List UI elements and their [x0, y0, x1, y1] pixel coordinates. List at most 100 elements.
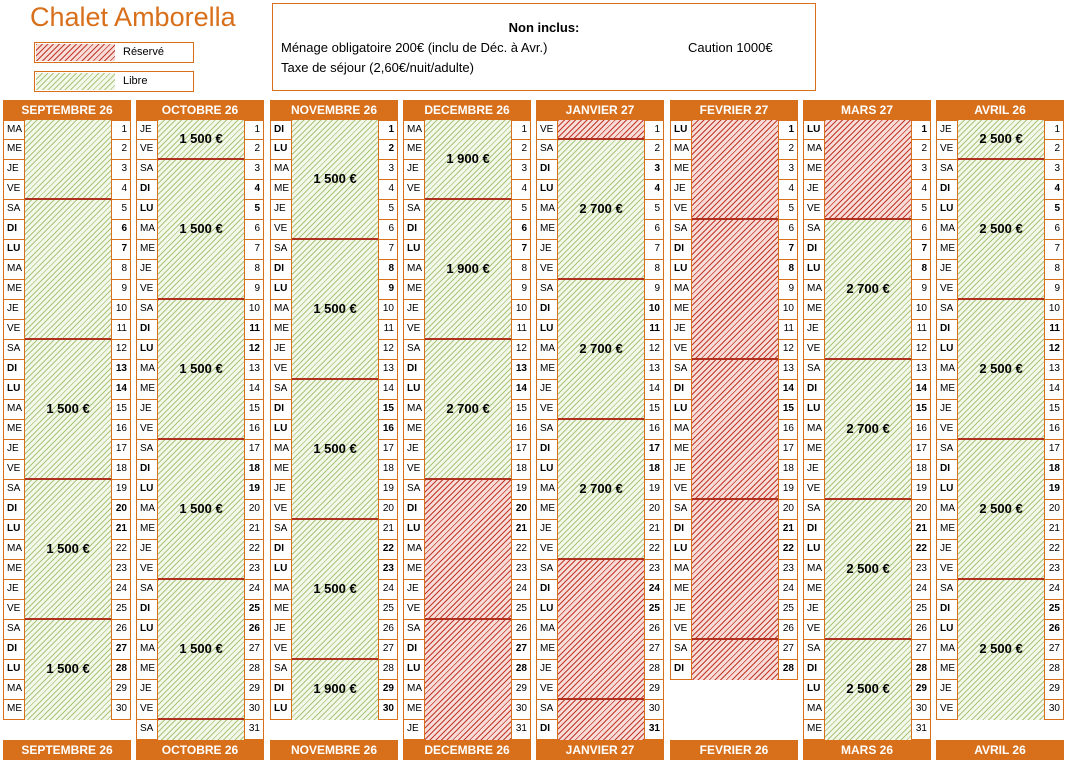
- period-free[interactable]: 1 500 €: [158, 160, 244, 300]
- period-reserved[interactable]: [692, 120, 778, 220]
- weekday-label: SA: [803, 500, 825, 520]
- day-row: DI 28: [670, 660, 798, 680]
- period-free[interactable]: 2 500 €: [958, 160, 1044, 300]
- day-row: JE 29: [136, 680, 264, 700]
- day-number: 20: [244, 500, 264, 520]
- period-free[interactable]: 2 700 €: [825, 220, 911, 360]
- period-free[interactable]: 1 500 €: [158, 120, 244, 160]
- period-free[interactable]: 2 500 €: [958, 580, 1044, 720]
- day-row: SA 6: [670, 220, 798, 240]
- weekday-label: DI: [670, 240, 692, 260]
- period-free[interactable]: 1 500 €: [292, 380, 378, 520]
- day-number: 16: [778, 420, 798, 440]
- day-row: SA 28: [270, 660, 398, 680]
- weekday-label: JE: [536, 660, 558, 680]
- day-number: 26: [111, 620, 131, 640]
- weekday-label: LU: [3, 520, 25, 540]
- day-row: DI 11: [136, 320, 264, 340]
- month-header: NOVEMBRE 26: [270, 100, 398, 120]
- day-number: 24: [778, 580, 798, 600]
- day-number: 27: [778, 640, 798, 660]
- weekday-label: LU: [803, 120, 825, 140]
- day-row: JE 4: [670, 180, 798, 200]
- day-row: JE 10: [403, 300, 531, 320]
- weekday-label: JE: [670, 180, 692, 200]
- day-number: 9: [244, 280, 264, 300]
- period-reserved[interactable]: [558, 120, 644, 140]
- period-free[interactable]: 1 900 €: [292, 660, 378, 720]
- period-reserved[interactable]: [692, 360, 778, 500]
- period-reserved[interactable]: [558, 700, 644, 740]
- day-number: 10: [111, 300, 131, 320]
- period-reserved[interactable]: [692, 220, 778, 360]
- period-free[interactable]: [158, 720, 244, 740]
- weekday-label: SA: [536, 560, 558, 580]
- day-row: LU 14: [3, 380, 131, 400]
- day-number: 11: [911, 320, 931, 340]
- day-number: 29: [378, 680, 398, 700]
- month-header: SEPTEMBRE 26: [3, 100, 131, 120]
- period-free[interactable]: 2 500 €: [958, 440, 1044, 580]
- period-free[interactable]: 2 500 €: [958, 120, 1044, 160]
- day-row: SA 5: [403, 200, 531, 220]
- period-free[interactable]: 2 500 €: [825, 500, 911, 640]
- day-row: DI 7: [670, 240, 798, 260]
- day-number: 30: [911, 700, 931, 720]
- weekday-label: LU: [136, 200, 158, 220]
- day-number: 6: [511, 220, 531, 240]
- day-number: 2: [1044, 140, 1064, 160]
- day-number: 12: [111, 340, 131, 360]
- weekday-label: JE: [270, 480, 292, 500]
- weekday-label: SA: [536, 280, 558, 300]
- day-row: VE 25: [3, 600, 131, 620]
- period-free[interactable]: 2 700 €: [825, 360, 911, 500]
- period-free[interactable]: [25, 200, 111, 340]
- day-number: 2: [244, 140, 264, 160]
- period-free[interactable]: 2 700 €: [558, 280, 644, 420]
- period-free[interactable]: 1 500 €: [292, 120, 378, 240]
- period-free[interactable]: 1 500 €: [292, 520, 378, 660]
- period-reserved[interactable]: [425, 620, 511, 740]
- page-title: Chalet Amborella: [30, 2, 236, 32]
- period-reserved[interactable]: [558, 560, 644, 700]
- period-free[interactable]: 2 500 €: [958, 300, 1044, 440]
- weekday-label: DI: [3, 500, 25, 520]
- weekday-label: LU: [270, 140, 292, 160]
- period-reserved[interactable]: [692, 640, 778, 680]
- day-number: 10: [644, 300, 664, 320]
- period-free[interactable]: 2 500 €: [825, 640, 911, 740]
- period-free[interactable]: 1 900 €: [425, 120, 511, 200]
- weekday-label: DI: [536, 300, 558, 320]
- period-reserved[interactable]: [692, 500, 778, 640]
- day-number: 7: [511, 240, 531, 260]
- day-number: 31: [244, 720, 264, 740]
- weekday-label: JE: [3, 300, 25, 320]
- period-free[interactable]: 1 500 €: [25, 620, 111, 720]
- weekday-label: JE: [136, 260, 158, 280]
- weekday-label: SA: [803, 360, 825, 380]
- day-row: SA 13: [803, 360, 931, 380]
- weekday-label: VE: [670, 620, 692, 640]
- period-reserved[interactable]: [825, 120, 911, 220]
- period-free[interactable]: 1 500 €: [25, 340, 111, 480]
- weekday-label: LU: [670, 260, 692, 280]
- day-row: DI 13: [403, 360, 531, 380]
- period-free[interactable]: 1 900 €: [425, 200, 511, 340]
- day-number: 1: [644, 120, 664, 140]
- period-free[interactable]: 1 500 €: [158, 440, 244, 580]
- day-row: LU 30: [270, 700, 398, 720]
- day-row: VE 11: [403, 320, 531, 340]
- period-free[interactable]: 1 500 €: [292, 240, 378, 380]
- period-free[interactable]: 1 500 €: [25, 480, 111, 620]
- day-row: LU 22: [670, 540, 798, 560]
- day-number: 30: [511, 700, 531, 720]
- weekday-label: LU: [270, 420, 292, 440]
- period-free[interactable]: 2 700 €: [558, 420, 644, 560]
- day-number: 20: [911, 500, 931, 520]
- period-free[interactable]: 1 500 €: [158, 580, 244, 720]
- period-free[interactable]: 2 700 €: [425, 340, 511, 480]
- period-free[interactable]: 2 700 €: [558, 140, 644, 280]
- period-free[interactable]: [25, 120, 111, 200]
- period-free[interactable]: 1 500 €: [158, 300, 244, 440]
- period-reserved[interactable]: [425, 480, 511, 620]
